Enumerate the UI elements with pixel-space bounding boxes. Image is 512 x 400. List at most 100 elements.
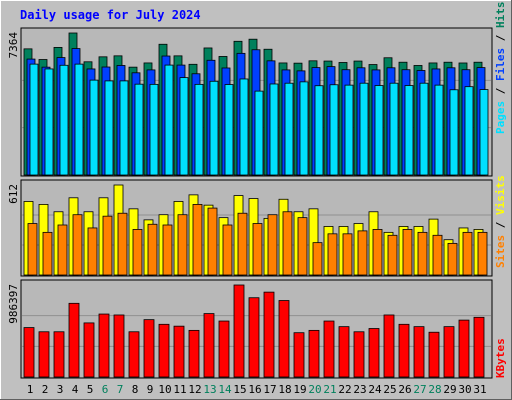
chart-marks: 1 2 3 4 5 6 7 8 9 10 11 12 13 14 15 16 17 18 19 20 21 22 23 24 2… bbox=[22, 32, 491, 396]
pages-bar bbox=[479, 89, 489, 176]
pages-bar bbox=[194, 83, 204, 176]
x-tick-label: 14 bbox=[218, 383, 232, 396]
kbytes-bar bbox=[68, 302, 80, 378]
kbytes-bar bbox=[233, 284, 245, 378]
panel-visitors-max-label: 612 bbox=[7, 184, 20, 204]
pages-bar bbox=[119, 80, 129, 176]
pages-bar bbox=[464, 86, 474, 176]
panel-traffic-legend: KBytes bbox=[494, 338, 507, 378]
legend-separator-3: / bbox=[494, 215, 507, 235]
sites-bar bbox=[117, 212, 128, 276]
kbytes-bar bbox=[428, 331, 440, 378]
sites-bar bbox=[447, 242, 458, 276]
sites-bar bbox=[417, 231, 428, 276]
x-tick-label: 16 bbox=[248, 383, 261, 396]
x-tick-label: 24 bbox=[368, 383, 382, 396]
sites-bar bbox=[462, 231, 473, 276]
pages-bar bbox=[74, 63, 84, 176]
kbytes-bar bbox=[293, 332, 305, 378]
kbytes-bar bbox=[173, 325, 185, 378]
kbytes-bar bbox=[158, 323, 170, 378]
pages-bar bbox=[299, 81, 309, 176]
sites-bar bbox=[147, 223, 158, 276]
x-tick-label: 9 bbox=[147, 383, 154, 396]
kbytes-bar bbox=[83, 322, 95, 378]
kbytes-bar bbox=[383, 314, 395, 378]
pages-bar bbox=[179, 77, 189, 176]
pages-bar bbox=[44, 68, 54, 176]
panel-traffic-max-label: 986397 bbox=[7, 284, 20, 324]
legend-visits: Visits bbox=[494, 175, 507, 215]
x-tick-label: 20 bbox=[308, 383, 321, 396]
kbytes-bar bbox=[278, 300, 290, 378]
sites-bar bbox=[372, 229, 383, 276]
pages-bar bbox=[239, 78, 249, 176]
sites-bar bbox=[342, 233, 353, 276]
legend-separator-2: / bbox=[494, 28, 507, 48]
sites-bar bbox=[192, 204, 203, 276]
x-tick-label: 31 bbox=[473, 383, 486, 396]
pages-bar bbox=[254, 90, 264, 176]
panel-visitors-legend: Sites / Visits bbox=[494, 175, 507, 268]
panel-requests-max-label: 7364 bbox=[7, 32, 20, 59]
legend-files: Files bbox=[494, 48, 507, 81]
x-tick-label: 18 bbox=[278, 383, 291, 396]
x-tick-label: 29 bbox=[443, 383, 456, 396]
sites-bar bbox=[282, 211, 293, 276]
sites-bar bbox=[387, 234, 398, 276]
x-tick-label: 13 bbox=[203, 383, 216, 396]
kbytes-bar bbox=[23, 327, 35, 378]
pages-bar bbox=[329, 84, 339, 176]
x-tick-label: 17 bbox=[263, 383, 276, 396]
x-tick-label: 2 bbox=[42, 383, 49, 396]
legend-sites: Sites bbox=[494, 235, 507, 268]
kbytes-bar bbox=[368, 328, 380, 378]
pages-bar bbox=[359, 82, 369, 176]
pages-bar bbox=[434, 84, 444, 176]
x-tick-label: 8 bbox=[132, 383, 139, 396]
x-tick-label: 25 bbox=[383, 383, 396, 396]
legend-pages: Pages bbox=[494, 101, 507, 134]
pages-bar bbox=[224, 84, 234, 176]
kbytes-bar bbox=[263, 291, 275, 378]
sites-bar bbox=[207, 207, 218, 276]
x-tick-label: 12 bbox=[188, 383, 201, 396]
sites-bar bbox=[402, 229, 413, 276]
kbytes-bar bbox=[308, 329, 320, 378]
sites-bar bbox=[297, 217, 308, 276]
x-tick-label: 30 bbox=[458, 383, 471, 396]
kbytes-bar bbox=[128, 331, 140, 378]
kbytes-bar bbox=[248, 297, 260, 378]
kbytes-bar bbox=[398, 323, 410, 378]
sites-bar bbox=[222, 224, 233, 276]
sites-bar bbox=[432, 234, 443, 276]
x-tick-label: 21 bbox=[323, 383, 336, 396]
legend-separator-1: / bbox=[494, 81, 507, 101]
panel-requests-legend: Pages / Files / Hits bbox=[494, 2, 507, 135]
x-tick-label: 6 bbox=[102, 383, 109, 396]
x-tick-label: 4 bbox=[72, 383, 79, 396]
pages-bar bbox=[344, 84, 354, 176]
x-tick-label: 15 bbox=[233, 383, 246, 396]
kbytes-bar bbox=[413, 326, 425, 378]
kbytes-bar bbox=[53, 331, 65, 378]
x-tick-label: 27 bbox=[413, 383, 426, 396]
legend-hits: Hits bbox=[494, 2, 507, 29]
pages-bar bbox=[209, 80, 219, 176]
sites-bar bbox=[87, 227, 98, 276]
sites-bar bbox=[42, 231, 53, 276]
sites-bar bbox=[312, 242, 323, 276]
kbytes-bar bbox=[113, 314, 125, 378]
pages-bar bbox=[404, 85, 414, 176]
kbytes-bar bbox=[473, 316, 485, 378]
pages-bar bbox=[269, 83, 279, 176]
kbytes-bar bbox=[443, 326, 455, 378]
x-tick-label: 3 bbox=[57, 383, 64, 396]
kbytes-bar bbox=[458, 319, 470, 378]
sites-bar bbox=[267, 214, 278, 276]
x-tick-label: 5 bbox=[87, 383, 94, 396]
pages-bar bbox=[314, 85, 324, 176]
pages-bar bbox=[284, 82, 294, 176]
x-tick-label: 10 bbox=[158, 383, 171, 396]
